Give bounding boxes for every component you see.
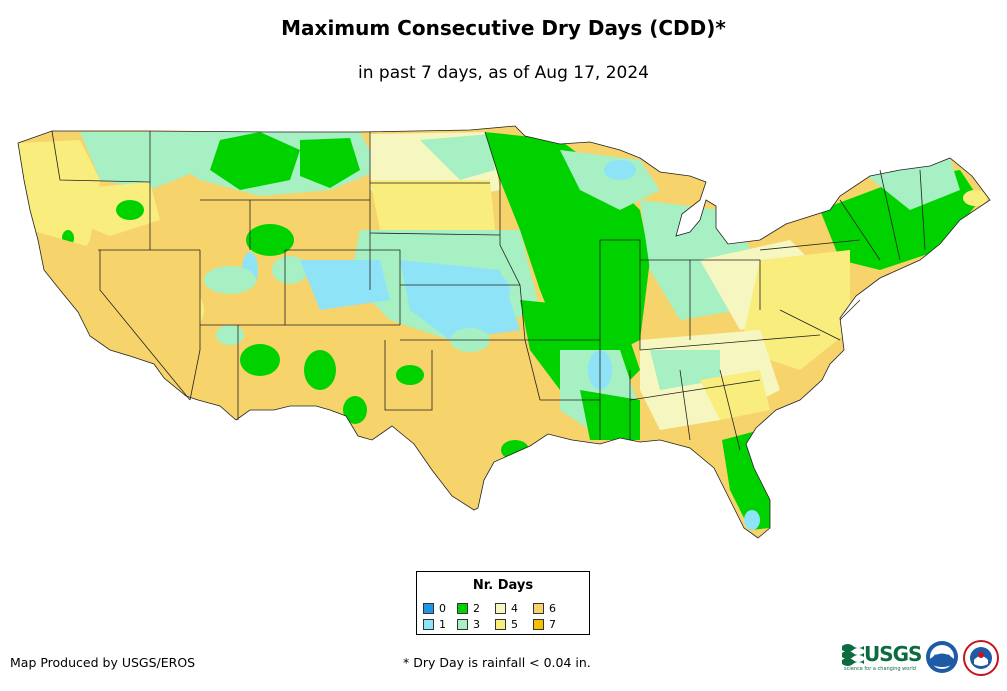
legend-item-2: 2 xyxy=(457,602,480,615)
conus-map xyxy=(0,110,1007,560)
noaa-logo: noaa xyxy=(925,640,959,674)
legend-swatch xyxy=(495,603,506,614)
legend-swatch xyxy=(457,603,468,614)
legend-item-4: 4 xyxy=(495,602,518,615)
legend-swatch xyxy=(423,603,434,614)
legend-label: 7 xyxy=(549,618,556,631)
legend-swatch xyxy=(423,619,434,630)
legend-swatch xyxy=(533,603,544,614)
legend-swatch xyxy=(457,619,468,630)
noaa-wordmark: noaa xyxy=(934,653,951,660)
cdd-raster xyxy=(18,132,987,530)
legend-label: 2 xyxy=(473,602,480,615)
legend-item-3: 3 xyxy=(457,618,480,631)
usgs-wordmark: USGS xyxy=(864,642,922,666)
usgs-logo: USGS science for a changing world xyxy=(842,640,922,674)
legend-label: 6 xyxy=(549,602,556,615)
usgs-tagline: science for a changing world xyxy=(844,666,916,672)
agency-logos: USGS science for a changing world noaa xyxy=(842,638,1002,678)
legend-label: 4 xyxy=(511,602,518,615)
legend-label: 0 xyxy=(439,602,446,615)
legend-label: 1 xyxy=(439,618,446,631)
legend-label: 5 xyxy=(511,618,518,631)
legend-title: Nr. Days xyxy=(472,578,534,593)
legend-item-5: 5 xyxy=(495,618,518,631)
map-title: Maximum Consecutive Dry Days (CDD)* xyxy=(281,16,726,40)
legend: Nr. Days 0 1 2 3 4 5 6 7 xyxy=(416,571,590,635)
nws-logo xyxy=(963,640,999,676)
usgs-wave-icon xyxy=(842,644,864,666)
legend-swatch xyxy=(495,619,506,630)
legend-item-1: 1 xyxy=(423,618,446,631)
legend-item-0: 0 xyxy=(423,602,446,615)
credit-text: Map Produced by USGS/EROS xyxy=(10,655,196,670)
legend-label: 3 xyxy=(473,618,480,631)
map-subtitle: in past 7 days, as of Aug 17, 2024 xyxy=(358,63,649,83)
legend-swatch xyxy=(533,619,544,630)
state-boundaries xyxy=(17,125,991,539)
legend-item-6: 6 xyxy=(533,602,556,615)
legend-item-7: 7 xyxy=(533,618,556,631)
dry-day-note: * Dry Day is rainfall < 0.04 in. xyxy=(403,655,591,670)
